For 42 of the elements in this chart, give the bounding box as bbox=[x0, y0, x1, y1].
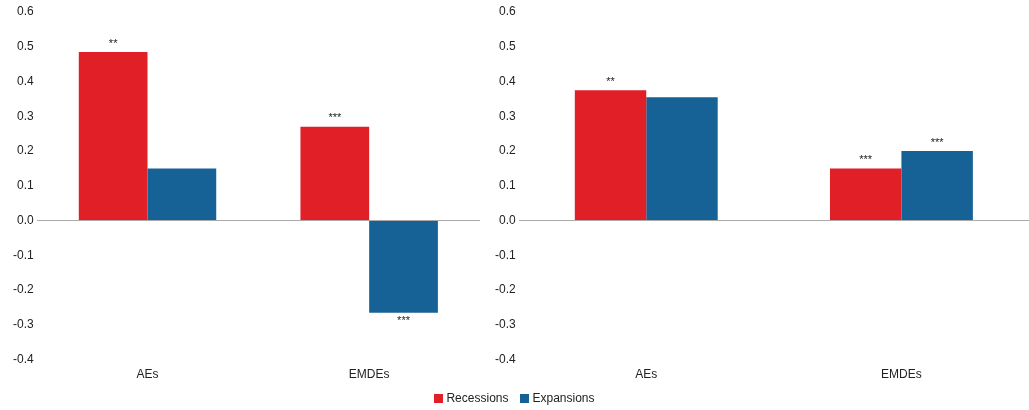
y-tick-label: -0.4 bbox=[494, 351, 516, 366]
x-tick-label: AEs bbox=[136, 367, 159, 382]
bar bbox=[300, 126, 370, 221]
legend-label: Recessions bbox=[445, 391, 509, 405]
y-tick-label: 0.5 bbox=[16, 39, 34, 54]
y-tick-label: -0.2 bbox=[494, 282, 516, 297]
y-tick-label: 0.2 bbox=[16, 143, 34, 158]
y-tick-label: 0.0 bbox=[498, 212, 516, 227]
y-tick-label: 0.5 bbox=[498, 39, 516, 54]
y-tick-label: 0.4 bbox=[498, 73, 516, 88]
y-tick-label: 0.3 bbox=[16, 108, 34, 123]
y-tick-label: 0.2 bbox=[498, 143, 516, 158]
y-tick-label: -0.1 bbox=[494, 247, 516, 262]
y-tick-label: 0.1 bbox=[16, 178, 34, 193]
legend-label: Expansions bbox=[531, 391, 595, 405]
annotation: *** bbox=[859, 152, 873, 165]
bar bbox=[574, 90, 647, 221]
x-tick-label: EMDEs bbox=[881, 367, 922, 382]
bar bbox=[147, 168, 217, 221]
bar bbox=[78, 51, 148, 221]
bar bbox=[646, 97, 718, 221]
y-tick-label: -0.4 bbox=[12, 351, 34, 366]
y-tick-label: 0.0 bbox=[16, 212, 34, 227]
annotation: *** bbox=[930, 135, 945, 148]
y-tick-label: 0.4 bbox=[16, 73, 34, 88]
bar bbox=[901, 151, 973, 221]
y-tick-label: 0.3 bbox=[498, 108, 516, 123]
annotation: *** bbox=[397, 314, 411, 327]
annotation: ** bbox=[108, 36, 119, 49]
y-tick-label: -0.3 bbox=[12, 317, 34, 332]
y-tick-label: 0.1 bbox=[498, 178, 516, 193]
x-tick-label: EMDEs bbox=[348, 367, 390, 382]
annotation: ** bbox=[606, 74, 616, 87]
y-tick-label: 0.6 bbox=[16, 4, 34, 19]
y-tick-label: 0.6 bbox=[498, 4, 516, 19]
y-tick-label: -0.1 bbox=[12, 247, 34, 262]
annotation: *** bbox=[328, 111, 342, 124]
bar bbox=[369, 221, 438, 313]
y-tick-label: -0.3 bbox=[494, 317, 516, 332]
y-tick-label: -0.2 bbox=[12, 282, 34, 297]
bar bbox=[829, 168, 902, 221]
x-tick-label: AEs bbox=[635, 367, 658, 382]
